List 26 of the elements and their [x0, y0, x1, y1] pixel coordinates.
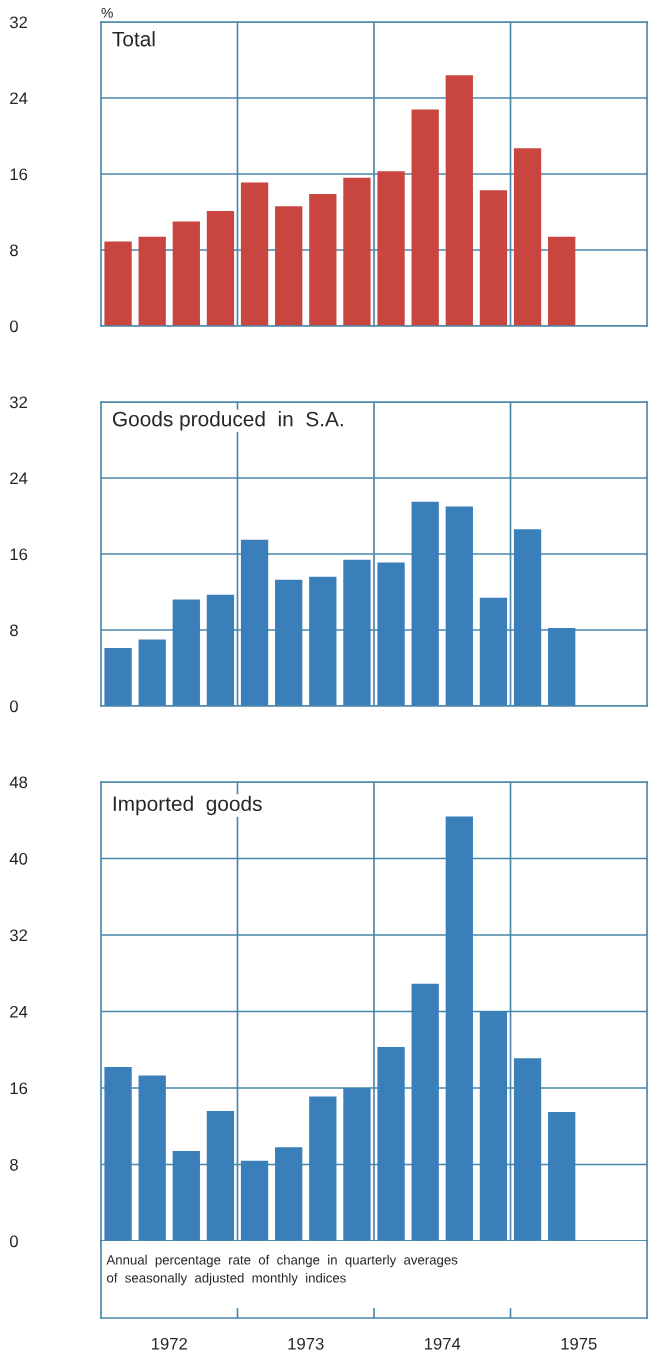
y-tick-label: 16	[10, 168, 28, 181]
y-tick-label: 40	[9, 852, 28, 865]
y-tick-label: 0	[9, 700, 18, 713]
chart-title: Total	[112, 31, 155, 47]
y-tick-label: 16	[10, 548, 28, 561]
y-tick-label: 8	[10, 624, 18, 637]
chart-title: Goods produced in S.A.	[112, 411, 343, 431]
y-axis-title: %	[101, 7, 113, 18]
y-tick-label: 16	[10, 1082, 28, 1095]
x-tick-label: 1973	[288, 1337, 324, 1350]
y-tick-label: 32	[9, 929, 28, 942]
y-tick-label: 24	[10, 1005, 28, 1018]
y-tick-label: 8	[10, 1158, 18, 1171]
y-tick-label: 32	[9, 16, 28, 29]
y-tick-label: 48	[9, 776, 28, 789]
x-tick-label: 1975	[561, 1337, 597, 1350]
text: Imported goods	[113, 795, 262, 816]
y-tick-label: 32	[9, 396, 28, 409]
x-tick-label: 1974	[424, 1337, 461, 1350]
text: Annual percentage rate of change in quarterly averages of seasonally adjusted monthly indices	[106, 1254, 458, 1286]
y-tick-label: 24	[10, 472, 28, 485]
y-tick-label: 0	[9, 1235, 18, 1248]
y-tick-label: 0	[9, 320, 18, 333]
x-tick-label: 1972	[151, 1337, 187, 1350]
y-tick-label: 8	[10, 244, 18, 257]
y-tick-label: 24	[10, 92, 28, 105]
